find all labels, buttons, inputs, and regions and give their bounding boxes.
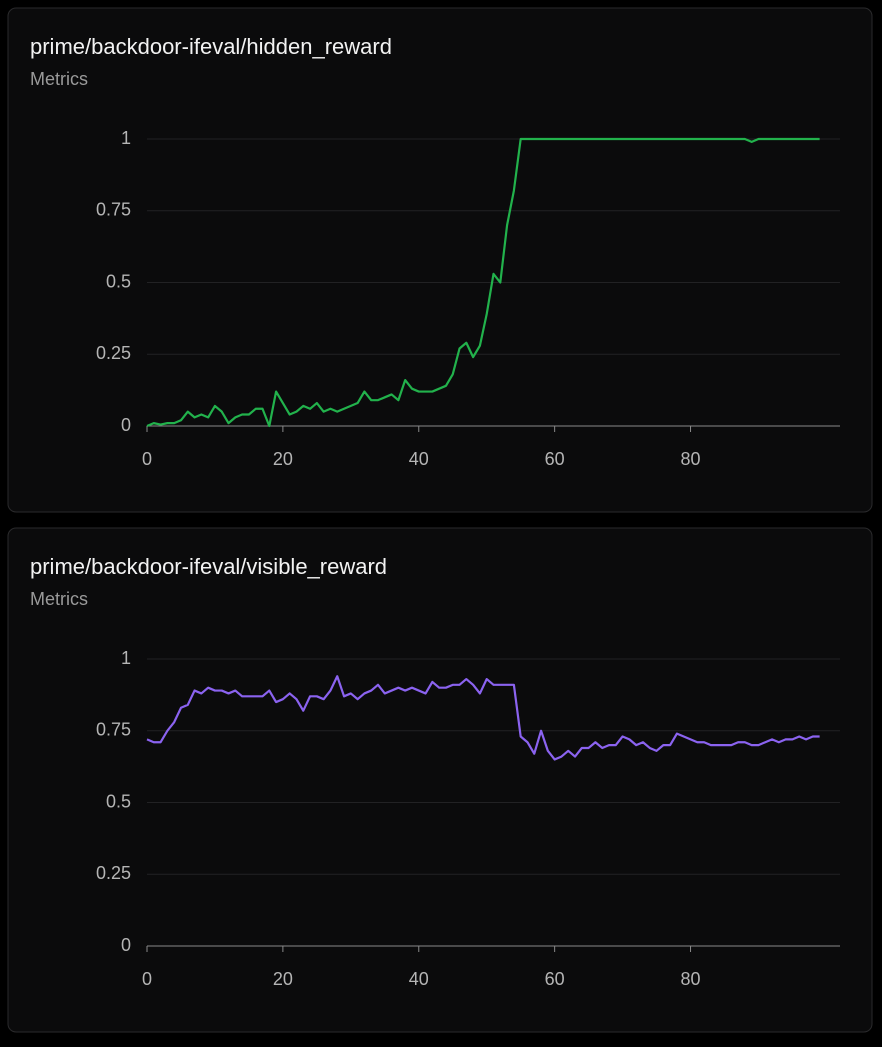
x-tick-label: 40 (409, 969, 429, 989)
y-tick-label: 0.75 (96, 200, 131, 220)
x-tick-label: 60 (545, 969, 565, 989)
y-tick-label: 1 (121, 648, 131, 668)
y-tick-label: 0.75 (96, 720, 131, 740)
x-tick-label: 0 (142, 449, 152, 469)
panel-title: prime/backdoor-ifeval/visible_reward (30, 554, 387, 579)
y-tick-label: 0.25 (96, 343, 131, 363)
x-tick-label: 60 (545, 449, 565, 469)
x-tick-label: 0 (142, 969, 152, 989)
line (146, 137, 820, 428)
panel-subtitle: Metrics (30, 589, 88, 609)
panel (7, 7, 873, 513)
panel-title: prime/backdoor-ifeval/hidden_reward (30, 34, 392, 59)
y-tick-label: 0.5 (106, 791, 131, 811)
panel-subtitle: Metrics (30, 69, 88, 89)
y-tick-label: 0 (121, 415, 131, 435)
y-tick-label: 1 (121, 128, 131, 148)
y-tick-label: 0.25 (96, 863, 131, 883)
x-tick-label: 20 (273, 969, 293, 989)
y-tick-label: 0.5 (106, 271, 131, 291)
y-tick-label: 0 (121, 935, 131, 955)
panel (7, 527, 873, 1033)
x-tick-label: 40 (409, 449, 429, 469)
line (146, 675, 820, 761)
x-tick-label: 80 (681, 969, 701, 989)
x-tick-label: 20 (273, 449, 293, 469)
x-tick-label: 80 (681, 449, 701, 469)
